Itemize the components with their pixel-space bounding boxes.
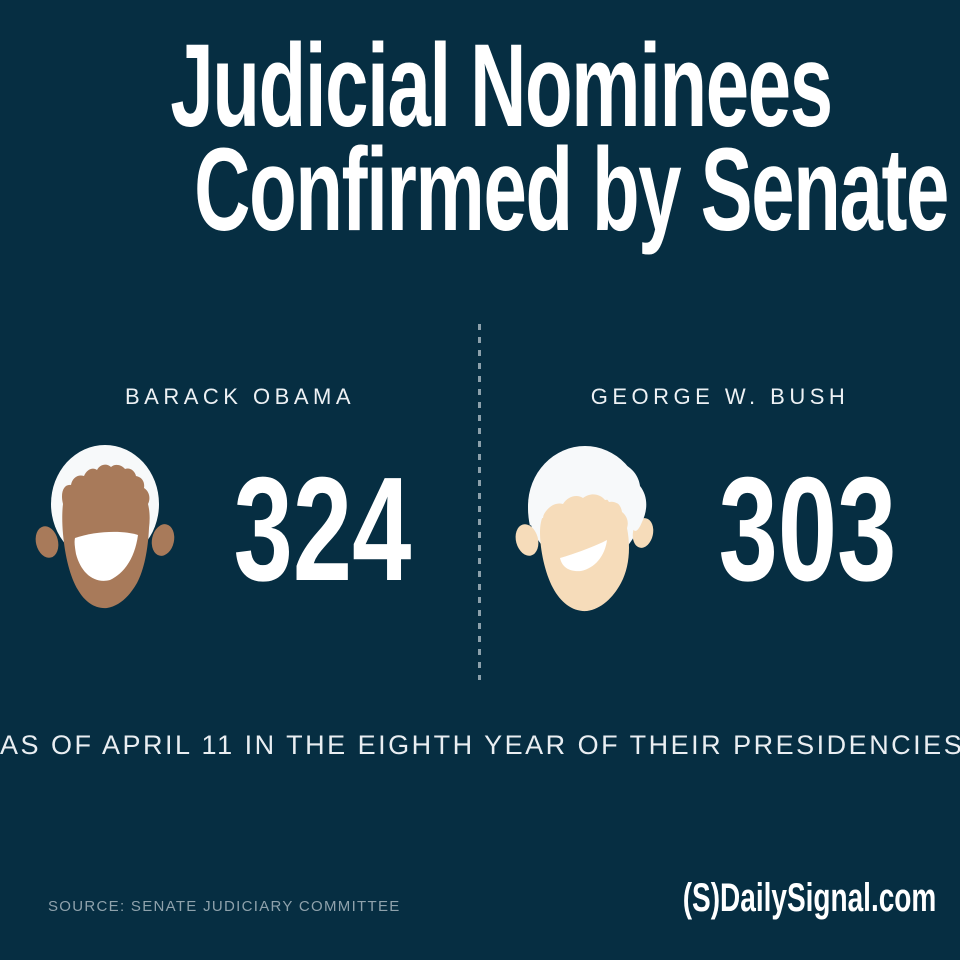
source-text: SOURCE: SENATE JUDICIARY COMMITTEE (48, 898, 401, 915)
obama-smile (74, 531, 138, 581)
bush-label: GEORGE W. BUSH (590, 384, 850, 409)
bush-face-row: 303 (510, 440, 931, 620)
page-title: Judicial Nominees Confirmed by Senate (0, 20, 960, 256)
bush-column: GEORGE W. BUSH 303 (480, 384, 960, 620)
confirmed-count-bush: 303 (718, 447, 896, 612)
bush-face-icon (515, 446, 653, 612)
bush-ear-left (515, 524, 538, 556)
title-line-1: Judicial Nominees (170, 20, 833, 152)
title-line-2: Confirmed by Senate (194, 124, 949, 256)
obama-ear-left (35, 526, 58, 558)
obama-column: BARACK OBAMA 324 (0, 384, 480, 620)
obama-ear-right (151, 524, 174, 556)
note-text: AS OF APRIL 11 IN THE EIGHTH YEAR OF THE… (0, 730, 960, 760)
obama-label: BARACK OBAMA (124, 384, 356, 409)
brand-logo: (S)DailySignal.com (574, 876, 936, 921)
obama-face-row: 324 (35, 440, 446, 620)
confirmed-count-obama: 324 (233, 447, 411, 612)
bush-smile (559, 540, 607, 572)
brand-name: DailySignal.com (719, 876, 936, 920)
obama-face-icon (35, 445, 174, 609)
divider-dashed-line (478, 324, 481, 680)
brand-mark: (S) (682, 876, 720, 920)
brand-logo-text: (S)DailySignal.com (682, 876, 936, 921)
bush-hair (527, 457, 646, 531)
